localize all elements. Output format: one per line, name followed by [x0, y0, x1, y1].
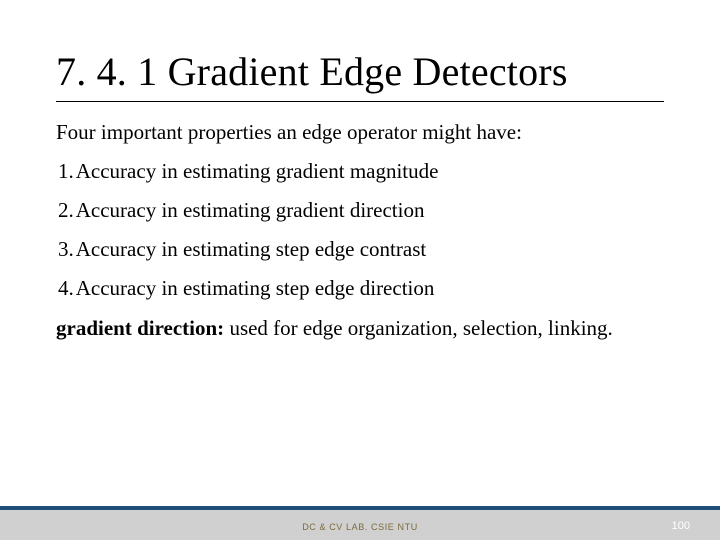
intro-text: Four important properties an edge operat… [56, 120, 664, 145]
item-number: 4. [58, 276, 74, 301]
note-bold: gradient direction: [56, 316, 224, 340]
item-text: Accuracy in estimating gradient magnitud… [76, 159, 439, 183]
note-rest: used for edge organization, selection, l… [224, 316, 613, 340]
list-item: 1.Accuracy in estimating gradient magnit… [58, 159, 664, 184]
footer-lab-text: DC & CV LAB. CSIE NTU [0, 522, 720, 532]
item-number: 1. [58, 159, 74, 184]
footer: DC & CV LAB. CSIE NTU 100 [0, 502, 720, 540]
item-number: 2. [58, 198, 74, 223]
note-text: gradient direction: used for edge organi… [56, 315, 664, 341]
list-item: 4.Accuracy in estimating step edge direc… [58, 276, 664, 301]
item-text: Accuracy in estimating gradient directio… [76, 198, 425, 222]
item-text: Accuracy in estimating step edge directi… [76, 276, 435, 300]
list-item: 3.Accuracy in estimating step edge contr… [58, 237, 664, 262]
item-text: Accuracy in estimating step edge contras… [76, 237, 426, 261]
page-number: 100 [672, 520, 690, 532]
item-number: 3. [58, 237, 74, 262]
properties-list: 1.Accuracy in estimating gradient magnit… [56, 159, 664, 301]
list-item: 2.Accuracy in estimating gradient direct… [58, 198, 664, 223]
slide: 7. 4. 1 Gradient Edge Detectors Four imp… [0, 0, 720, 540]
slide-title: 7. 4. 1 Gradient Edge Detectors [56, 48, 664, 102]
